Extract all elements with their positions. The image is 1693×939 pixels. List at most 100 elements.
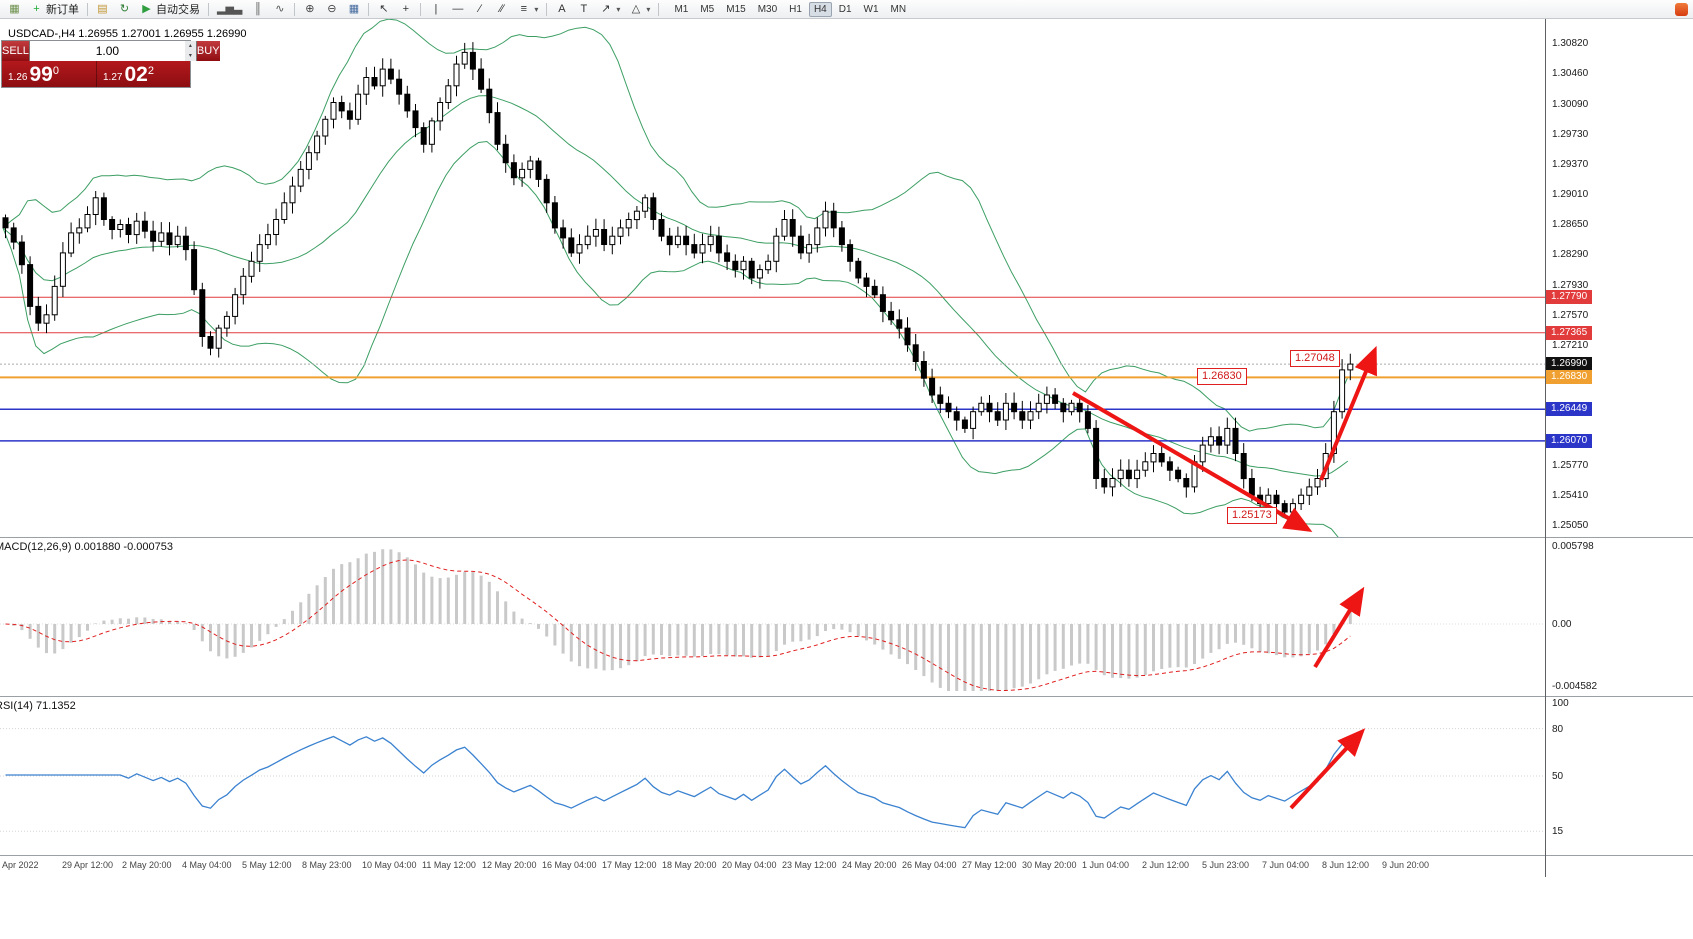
candles (2, 42, 1354, 523)
cursor-icon[interactable]: ↖ (373, 1, 394, 18)
line-chart-icon[interactable]: ∿ (269, 1, 290, 18)
new-order-button[interactable]: + 新订单 (26, 1, 83, 18)
vertical-line-icon[interactable]: | (425, 1, 446, 18)
panel-divider[interactable] (0, 696, 1693, 697)
dropdown-caret-icon[interactable]: ▾ (616, 4, 621, 14)
timeframe-m30[interactable]: M30 (757, 3, 778, 15)
price-axis-label: 1.30460 (1552, 68, 1589, 80)
panel-divider (0, 855, 1693, 856)
timeframe-w1[interactable]: W1 (863, 3, 879, 15)
sell-price-sup: 0 (52, 65, 59, 77)
volume-stepper[interactable]: ▴ ▾ (184, 41, 196, 61)
price-annotation[interactable]: 1.27048 (1290, 350, 1340, 368)
buy-price[interactable]: 1.27 02 2 (96, 61, 190, 87)
crosshair-icon[interactable]: + (395, 1, 416, 18)
price-level-badge: 1.26449 (1546, 402, 1593, 417)
trend-arrow[interactable] (1313, 586, 1365, 669)
trend-arrow[interactable] (1071, 345, 1377, 533)
dropdown-caret-icon[interactable]: ▾ (646, 4, 651, 14)
autotrading-button[interactable]: ▶ 自动交易 (136, 1, 204, 18)
panel-divider[interactable] (0, 537, 1693, 538)
price-chart-panel[interactable]: USDCAD-,H4 1.26955 1.27001 1.26955 1.269… (0, 19, 1693, 537)
timeframe-h4[interactable]: H4 (808, 1, 832, 17)
time-axis-label: 5 Jun 23:00 (1202, 860, 1250, 870)
macd-axis[interactable]: 0.005798 0.00 -0.004582 (1546, 538, 1693, 695)
zoom-in-icon[interactable]: ⊕ (299, 1, 320, 18)
toolbar: ▦ + 新订单 ▤ ↻ ▶ 自动交易 ▂▅▃ ║ ∿ ⊕ ⊖ ▦ ↖ + | — ∕ ∕∕ ≡ ▾ A T ↗ ▾ △ ▾ M1 M5 M… (0, 0, 1693, 19)
buy-button[interactable]: BUY (196, 41, 220, 61)
timeframe-mn[interactable]: MN (890, 3, 907, 15)
price-axis[interactable]: 1.30820 1.30460 1.30090 1.29730 1.29370 1.290… (1546, 19, 1693, 537)
timeframe-h1[interactable]: H1 (789, 3, 802, 15)
horizontal-lines[interactable] (0, 296, 1545, 442)
label-icon[interactable]: T (573, 1, 594, 18)
price-annotation[interactable]: 1.25173 (1227, 506, 1277, 524)
time-axis-label: 30 May 20:00 (1022, 860, 1077, 870)
macd-panel[interactable]: MACD(12,26,9) 0.001880 -0.000753 (0, 538, 1693, 695)
price-level-badge: 1.26070 (1546, 433, 1593, 448)
timeframe-group: M1 M5 M15 M30 H1 H4 D1 W1 MN (669, 1, 911, 17)
rsi-axis[interactable]: 100 80 50 15 (1546, 697, 1693, 855)
community-icon[interactable] (1675, 3, 1688, 16)
dropdown-caret-icon[interactable]: ▾ (534, 4, 539, 14)
volume-input[interactable] (29, 41, 185, 61)
trendline-icon[interactable]: ∕ (469, 1, 490, 18)
rsi-canvas[interactable] (0, 697, 1545, 855)
trade-widget-prices: 1.26 99 0 1.27 02 2 (2, 61, 190, 87)
zoom-out-icon: ⊖ (327, 2, 337, 15)
chart-ohlc-title: USDCAD-,H4 1.26955 1.27001 1.26955 1.269… (8, 28, 247, 40)
bollinger-bands (2, 19, 1349, 537)
horizontal-line-icon[interactable]: — (447, 1, 468, 18)
volume-field[interactable]: ▴ ▾ (28, 41, 197, 61)
time-axis-label: 17 May 12:00 (602, 860, 657, 870)
timeframe-d1[interactable]: D1 (838, 3, 852, 15)
shapes-icon[interactable]: △ ▾ (625, 1, 654, 18)
text-icon[interactable]: A (551, 1, 572, 18)
rsi-axis-label: 50 (1552, 771, 1564, 782)
timeframe-m1[interactable]: M1 (674, 3, 689, 15)
trend-arrow[interactable] (1289, 728, 1366, 810)
macd-canvas[interactable] (0, 538, 1545, 695)
shapes-icon: △ (631, 2, 641, 15)
tile-windows-icon[interactable]: ▦ (343, 1, 364, 18)
timeframe-m15[interactable]: M15 (726, 3, 746, 15)
zoom-out-icon[interactable]: ⊖ (321, 1, 342, 18)
charts-icon[interactable]: ▦ (4, 1, 25, 18)
sell-price-big: 99 (29, 63, 53, 86)
toolbar-separator (368, 2, 370, 16)
time-axis-label: 2 May 20:00 (122, 860, 172, 870)
refresh-icon[interactable]: ↻ (114, 1, 135, 18)
indicators-icon[interactable]: ▤ (92, 1, 113, 18)
arrows-icon[interactable]: ↗ ▾ (595, 1, 624, 18)
timeframe-m5[interactable]: M5 (700, 3, 715, 15)
price-chart-canvas[interactable] (0, 19, 1545, 537)
time-axis-label: 2 Jun 12:00 (1142, 860, 1190, 870)
time-axis-label: 12 May 20:00 (482, 860, 537, 870)
price-annotation[interactable]: 1.26830 (1197, 368, 1247, 386)
new-order-button-label: 新订单 (46, 4, 79, 16)
volume-down-button[interactable]: ▾ (184, 51, 196, 61)
macd-axis-label: -0.004582 (1552, 680, 1598, 692)
time-axis[interactable]: Apr 2022 29 Apr 12:00 2 May 20:00 4 May 04:… (0, 856, 1693, 880)
vertical-line-icon: | (434, 2, 438, 15)
sell-price[interactable]: 1.26 99 0 (2, 61, 96, 87)
macd-axis-label: 0.005798 (1552, 541, 1594, 552)
channel-icon: ∕∕ (500, 2, 504, 15)
time-axis-label: 20 May 04:00 (722, 860, 777, 870)
bar-chart-icon[interactable]: ▂▅▃ (213, 1, 246, 18)
price-axis-label: 1.28290 (1552, 249, 1589, 261)
price-axis-label: 1.28650 (1552, 219, 1589, 231)
candlestick-chart-icon[interactable]: ║ (247, 1, 268, 18)
time-axis-label: 16 May 04:00 (542, 860, 597, 870)
price-level-badge: 1.27365 (1546, 325, 1593, 340)
rsi-panel[interactable]: RSI(14) 71.1352 (0, 697, 1693, 855)
sell-button[interactable]: SELL (2, 41, 29, 61)
channel-icon[interactable]: ∕∕ (491, 1, 512, 18)
time-axis-label: 24 May 20:00 (842, 860, 897, 870)
price-axis-label: 1.30090 (1552, 99, 1589, 111)
fibonacci-icon[interactable]: ≡ ▾ (513, 1, 542, 18)
time-axis-label: 27 May 12:00 (962, 860, 1017, 870)
sell-price-head: 1.26 (8, 72, 28, 83)
volume-up-button[interactable]: ▴ (184, 41, 196, 51)
tile-windows-icon: ▦ (348, 2, 360, 15)
